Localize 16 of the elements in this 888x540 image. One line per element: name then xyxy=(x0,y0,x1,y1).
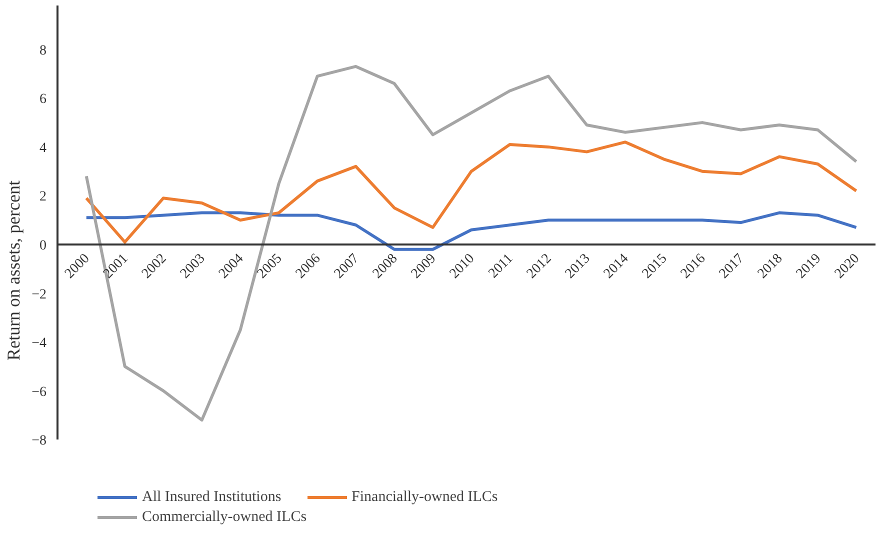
legend-label: Commercially-owned ILCs xyxy=(142,508,307,526)
y-tick-label: 6 xyxy=(40,92,46,108)
legend-label: Financially-owned ILCs xyxy=(352,488,498,506)
y-tick-label: 2 xyxy=(40,190,46,205)
x-tick-label: 2011 xyxy=(486,251,516,282)
y-tick-label: 8 xyxy=(40,43,46,58)
legend-label: All Insured Institutions xyxy=(142,488,282,506)
y-tick-label: −2 xyxy=(32,287,47,302)
y-tick-label: −8 xyxy=(32,434,47,449)
y-tick-label: 4 xyxy=(40,140,46,156)
line-series xyxy=(84,211,858,251)
y-axis-title: Return on assets, percent xyxy=(4,180,24,360)
y-tick-label: −4 xyxy=(32,336,47,352)
line-series xyxy=(84,140,858,244)
y-tick-label: −6 xyxy=(32,384,47,400)
y-tick-label: 0 xyxy=(40,238,46,254)
